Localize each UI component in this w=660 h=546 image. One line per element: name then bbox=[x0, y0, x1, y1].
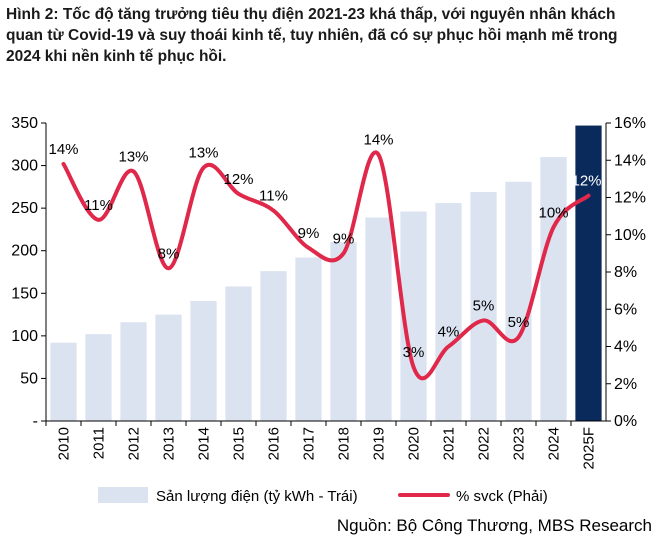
right-tick-label: 8% bbox=[614, 264, 637, 281]
growth-data-label: 13% bbox=[118, 148, 148, 165]
bar-2014 bbox=[190, 300, 217, 421]
left-tick-label: 250 bbox=[11, 200, 38, 217]
bar-2023 bbox=[505, 181, 532, 421]
growth-data-label: 9% bbox=[298, 225, 320, 242]
chart-title: Hình 2: Tốc độ tăng trưởng tiêu thụ điện… bbox=[6, 6, 618, 65]
right-tick-label: 4% bbox=[614, 339, 637, 356]
bar-2012 bbox=[120, 322, 147, 421]
right-tick-label: 2% bbox=[614, 376, 637, 393]
x-tick-label: 2011 bbox=[91, 427, 108, 459]
x-tick-label: 2010 bbox=[56, 427, 73, 460]
bar-2015 bbox=[225, 286, 252, 421]
growth-data-label: 10% bbox=[538, 204, 568, 221]
growth-data-label: 11% bbox=[84, 197, 113, 214]
growth-data-label: 8% bbox=[158, 245, 180, 262]
left-tick-label: 100 bbox=[11, 328, 38, 345]
bar-2013 bbox=[155, 314, 182, 421]
x-tick-label: 2017 bbox=[301, 427, 318, 460]
right-tick-label: 16% bbox=[614, 115, 646, 132]
growth-data-label: 11% bbox=[259, 188, 288, 205]
legend-bar-label: Sản lượng điện (tỷ kWh - Trái) bbox=[156, 488, 358, 505]
x-tick-label: 2014 bbox=[196, 427, 213, 460]
growth-data-label: 4% bbox=[438, 324, 460, 341]
x-tick-label: 2025F bbox=[581, 427, 598, 470]
growth-data-label: 14% bbox=[363, 132, 393, 149]
x-tick-label: 2020 bbox=[406, 427, 423, 460]
bar-2018 bbox=[330, 242, 357, 421]
x-tick-label: 2016 bbox=[266, 427, 283, 460]
bar-2021 bbox=[435, 203, 462, 421]
x-tick-label: 2013 bbox=[161, 427, 178, 460]
right-tick-label: 6% bbox=[614, 301, 637, 318]
legend-line-label: % svck (Phải) bbox=[456, 488, 548, 505]
bar-2019 bbox=[365, 217, 392, 421]
right-tick-label: 14% bbox=[614, 152, 646, 169]
left-tick-label: 50 bbox=[20, 370, 38, 387]
right-tick-label: 0% bbox=[614, 413, 637, 430]
growth-data-label: 5% bbox=[508, 314, 530, 331]
x-tick-label: 2021 bbox=[441, 427, 458, 460]
x-tick-label: 2015 bbox=[231, 427, 248, 460]
left-tick-label: 300 bbox=[11, 158, 38, 175]
bar-2011 bbox=[85, 334, 112, 421]
bar-2010 bbox=[50, 342, 77, 421]
growth-data-label: 3% bbox=[403, 344, 425, 361]
source-note: Nguồn: Bộ Công Thương, MBS Research bbox=[336, 516, 652, 535]
left-tick-label: 350 bbox=[11, 115, 38, 132]
growth-data-label: 12% bbox=[571, 173, 601, 190]
left-tick-label: 200 bbox=[11, 243, 38, 260]
x-tick-label: 2012 bbox=[126, 427, 143, 460]
growth-line bbox=[61, 150, 591, 381]
bar-2016 bbox=[260, 271, 287, 421]
x-tick-label: 2024 bbox=[546, 427, 563, 460]
growth-data-label: 13% bbox=[188, 145, 218, 162]
bar-2017 bbox=[295, 257, 322, 421]
bar-2025F bbox=[575, 125, 602, 421]
growth-data-label: 9% bbox=[333, 230, 355, 247]
left-tick-label: 150 bbox=[11, 285, 38, 302]
growth-data-label: 5% bbox=[473, 297, 495, 314]
x-tick-label: 2018 bbox=[336, 427, 353, 460]
right-tick-label: 10% bbox=[614, 227, 646, 244]
growth-data-label: 12% bbox=[223, 171, 253, 188]
x-tick-label: 2019 bbox=[371, 427, 388, 460]
bar-2024 bbox=[540, 157, 567, 422]
growth-data-label: 14% bbox=[48, 141, 78, 158]
right-tick-label: 12% bbox=[614, 190, 646, 207]
bar-2022 bbox=[470, 191, 497, 421]
x-tick-label: 2023 bbox=[511, 427, 528, 460]
x-tick-label: 2022 bbox=[476, 427, 493, 460]
legend-bar-swatch bbox=[98, 487, 148, 503]
left-tick-label: - bbox=[33, 413, 38, 430]
